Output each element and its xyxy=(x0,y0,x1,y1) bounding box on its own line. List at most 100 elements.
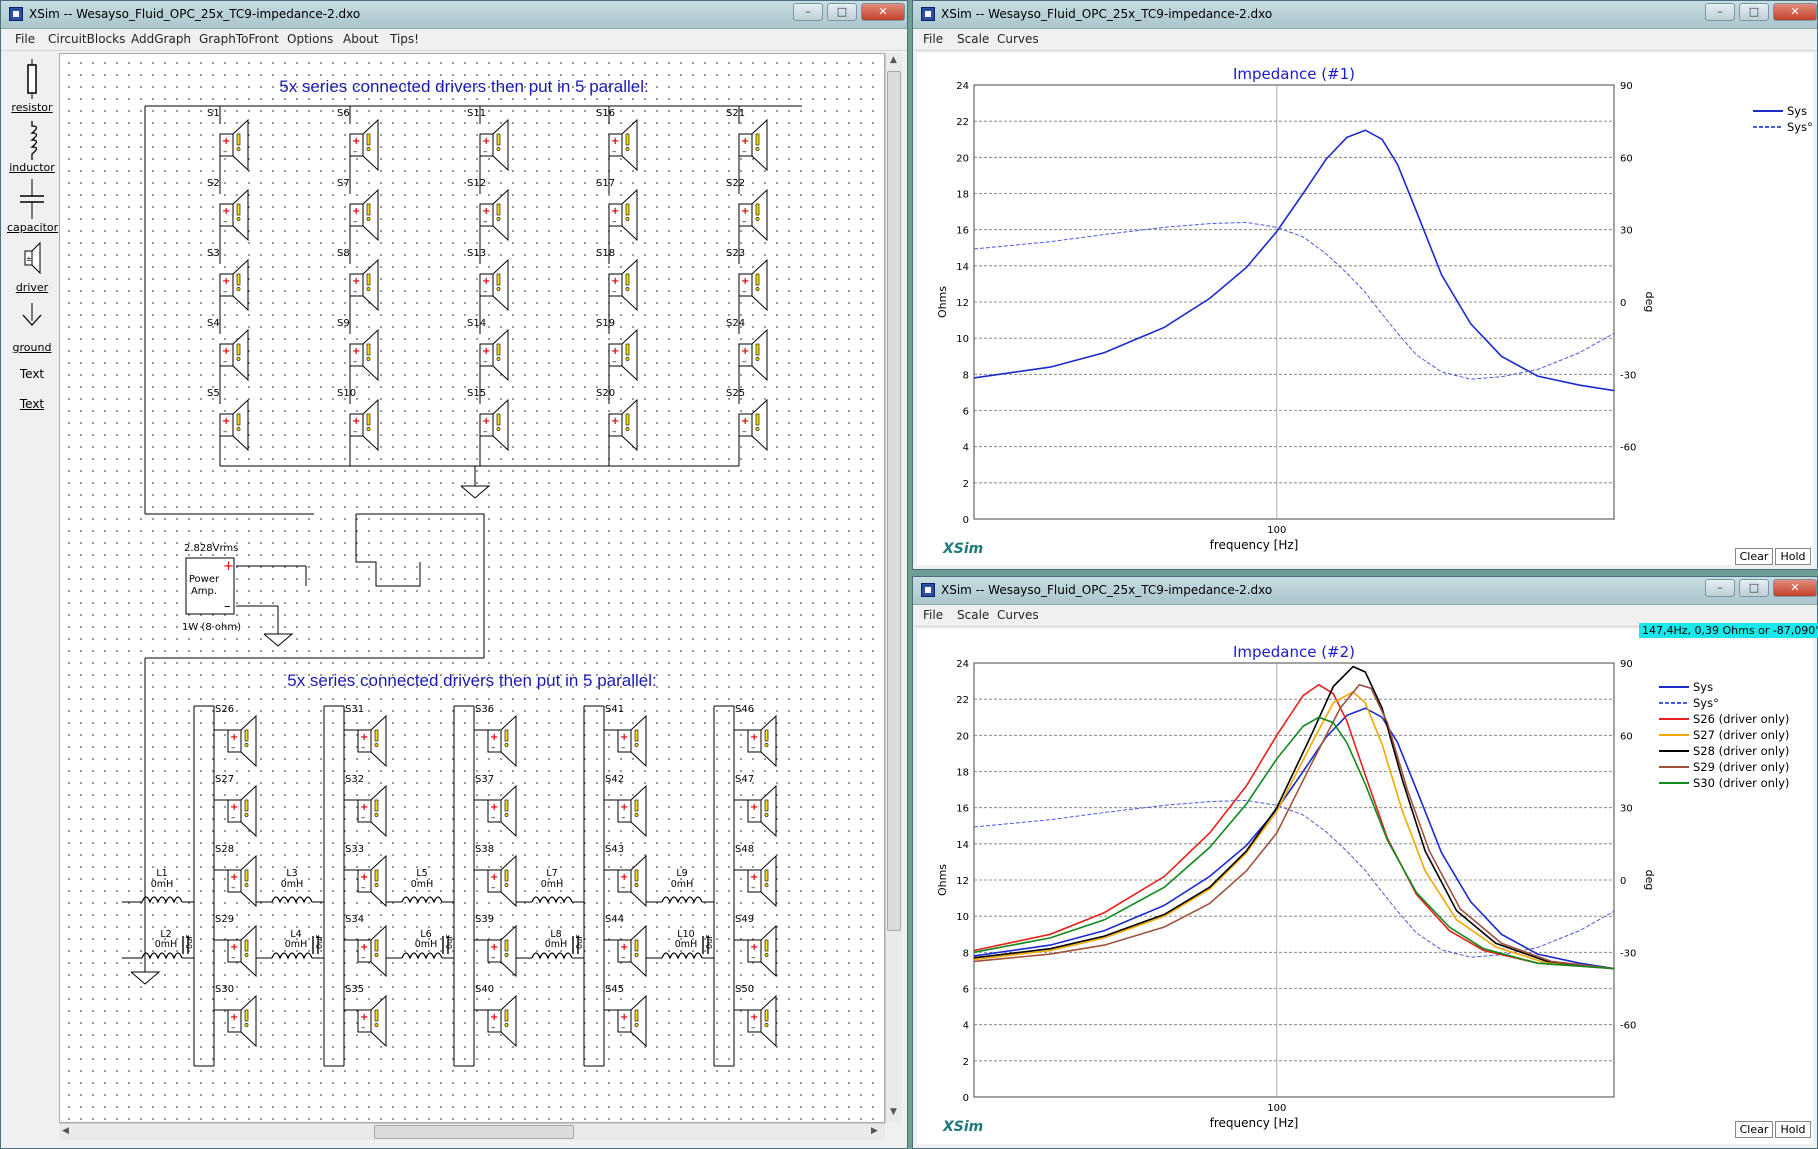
close-button[interactable]: ✕ xyxy=(1773,579,1817,597)
close-button[interactable]: ✕ xyxy=(861,3,905,21)
driver-s38[interactable]: +– S38 xyxy=(475,844,517,908)
driver-s15[interactable]: +– S15 xyxy=(467,388,509,452)
minimize-button[interactable]: – xyxy=(1705,579,1735,597)
schematic-horizontal-scrollbar[interactable]: ◀ ▶ xyxy=(59,1123,885,1140)
scroll-down-arrow-icon[interactable]: ▼ xyxy=(890,1107,897,1117)
driver-s18[interactable]: +– S18 xyxy=(596,248,638,312)
schematic-canvas[interactable]: 5x series connected drivers then put in … xyxy=(59,53,885,1123)
hold-button[interactable]: Hold xyxy=(1775,548,1811,565)
menu-addgraph[interactable]: AddGraph xyxy=(131,32,192,46)
driver-s30[interactable]: +– S30 xyxy=(215,984,257,1048)
driver-s33[interactable]: +– S33 xyxy=(345,844,387,908)
palette-capacitor[interactable]: capacitor xyxy=(7,179,58,235)
driver-s28[interactable]: +– S28 xyxy=(215,844,257,908)
driver-s50[interactable]: +– S50 xyxy=(735,984,777,1048)
palette-ground[interactable]: ground xyxy=(7,299,57,355)
driver-s1[interactable]: +– S1 xyxy=(207,108,249,172)
driver-s4[interactable]: +– S4 xyxy=(207,318,249,382)
driver-s44[interactable]: +– S44 xyxy=(605,914,647,978)
schematic-vertical-scrollbar[interactable]: ▲ ▼ xyxy=(885,53,902,1123)
driver-s20[interactable]: +– S20 xyxy=(596,388,638,452)
driver-s34[interactable]: +– S34 xyxy=(345,914,387,978)
driver-s45[interactable]: +– S45 xyxy=(605,984,647,1048)
menu-file[interactable]: File xyxy=(15,32,36,46)
schematic-titlebar[interactable]: XSim -- Wesayso_Fluid_OPC_25x_TC9-impeda… xyxy=(1,1,907,29)
driver-s8[interactable]: +– S8 xyxy=(337,248,379,312)
minimize-button[interactable]: – xyxy=(793,3,823,21)
driver-s13[interactable]: +– S13 xyxy=(467,248,509,312)
driver-s5[interactable]: +– S5 xyxy=(207,388,249,452)
menu-scale[interactable]: Scale xyxy=(957,608,990,622)
scroll-left-arrow-icon[interactable]: ◀ xyxy=(62,1126,69,1136)
palette-driver[interactable]: ± driver xyxy=(7,239,57,295)
driver-s42[interactable]: +– S42 xyxy=(605,774,647,838)
driver-s11[interactable]: +– S11 xyxy=(467,108,509,172)
driver-s24[interactable]: +– S24 xyxy=(726,318,768,382)
driver-s31[interactable]: +– S31 xyxy=(345,704,387,768)
palette-text-tool[interactable]: Text xyxy=(19,367,45,381)
power-amp[interactable]: Power Amp. + – 2.828Vrms 1W (8 ohm) xyxy=(182,543,241,633)
menu-graphtofront[interactable]: GraphToFront xyxy=(199,32,279,46)
driver-s39[interactable]: +– S39 xyxy=(475,914,517,978)
menu-scale[interactable]: Scale xyxy=(957,32,990,46)
driver-s29[interactable]: +– S29 xyxy=(215,914,257,978)
horizontal-scroll-thumb[interactable] xyxy=(374,1125,574,1139)
driver-s12[interactable]: +– S12 xyxy=(467,178,509,242)
driver-s36[interactable]: +– S36 xyxy=(475,704,517,768)
driver-s48[interactable]: +– S48 xyxy=(735,844,777,908)
driver-s46[interactable]: +– S46 xyxy=(735,704,777,768)
driver-s49[interactable]: +– S49 xyxy=(735,914,777,978)
graph-2-titlebar[interactable]: XSim -- Wesayso_Fluid_OPC_25x_TC9-impeda… xyxy=(913,577,1817,605)
menu-tips[interactable]: Tips! xyxy=(390,32,419,46)
driver-s25[interactable]: +– S25 xyxy=(726,388,768,452)
menu-circuitblocks[interactable]: CircuitBlocks xyxy=(48,32,126,46)
driver-s10[interactable]: +– S10 xyxy=(337,388,379,452)
palette-text-tool-2[interactable]: Text xyxy=(19,397,45,411)
menu-curves[interactable]: Curves xyxy=(997,32,1039,46)
driver-s9[interactable]: +– S9 xyxy=(337,318,379,382)
driver-s17[interactable]: +– S17 xyxy=(596,178,638,242)
hold-button[interactable]: Hold xyxy=(1775,1121,1811,1138)
close-button[interactable]: ✕ xyxy=(1773,3,1817,21)
driver-s32[interactable]: +– S32 xyxy=(345,774,387,838)
driver-s37[interactable]: +– S37 xyxy=(475,774,517,838)
driver-s22[interactable]: +– S22 xyxy=(726,178,768,242)
maximize-button[interactable]: □ xyxy=(1739,3,1769,21)
driver-s47[interactable]: +– S47 xyxy=(735,774,777,838)
clear-button[interactable]: Clear xyxy=(1735,548,1773,565)
driver-s43[interactable]: +– S43 xyxy=(605,844,647,908)
menu-curves[interactable]: Curves xyxy=(997,608,1039,622)
menu-about[interactable]: About xyxy=(343,32,379,46)
driver-s2[interactable]: +– S2 xyxy=(207,178,249,242)
driver-s40[interactable]: +– S40 xyxy=(475,984,517,1048)
driver-s6[interactable]: +– S6 xyxy=(337,108,379,172)
menu-options[interactable]: Options xyxy=(287,32,334,46)
driver-s14[interactable]: +– S14 xyxy=(467,318,509,382)
driver-s26[interactable]: +– S26 xyxy=(215,704,257,768)
driver-s16[interactable]: +– S16 xyxy=(596,108,638,172)
driver-s3[interactable]: +– S3 xyxy=(207,248,249,312)
clear-button[interactable]: Clear xyxy=(1735,1121,1773,1138)
graph-2-plot-area[interactable]: 0 2 4 6 8 10 12 14 16 18 20 22 24 90 60 30 0 -30 -60 100 Imp… xyxy=(917,623,1818,1144)
driver-s27[interactable]: +– S27 xyxy=(215,774,257,838)
maximize-button[interactable]: □ xyxy=(827,3,857,21)
palette-inductor[interactable]: inductor xyxy=(7,119,57,175)
scroll-up-arrow-icon[interactable]: ▲ xyxy=(890,55,897,65)
palette-resistor[interactable]: resistor xyxy=(7,59,57,115)
driver-s23[interactable]: +– S23 xyxy=(726,248,768,312)
driver-s21[interactable]: +– S21 xyxy=(726,108,768,172)
graph-1-plot-area[interactable]: 0 2 4 6 8 10 12 14 16 18 20 22 24 90 60 30 0 -30 -60 100 Imp… xyxy=(917,53,1813,565)
graph-1-titlebar[interactable]: XSim -- Wesayso_Fluid_OPC_25x_TC9-impeda… xyxy=(913,1,1817,29)
driver-s35[interactable]: +– S35 xyxy=(345,984,387,1048)
menu-file[interactable]: File xyxy=(923,32,944,46)
vertical-scroll-thumb[interactable] xyxy=(887,71,901,931)
schematic-drawing[interactable]: 5x series connected drivers then put in … xyxy=(60,54,886,1124)
driver-s7[interactable]: +– S7 xyxy=(337,178,379,242)
menu-file[interactable]: File xyxy=(923,608,944,622)
scroll-right-arrow-icon[interactable]: ▶ xyxy=(871,1126,878,1136)
maximize-button[interactable]: □ xyxy=(1739,579,1769,597)
minimize-button[interactable]: – xyxy=(1705,3,1735,21)
driver-s19[interactable]: +– S19 xyxy=(596,318,638,382)
